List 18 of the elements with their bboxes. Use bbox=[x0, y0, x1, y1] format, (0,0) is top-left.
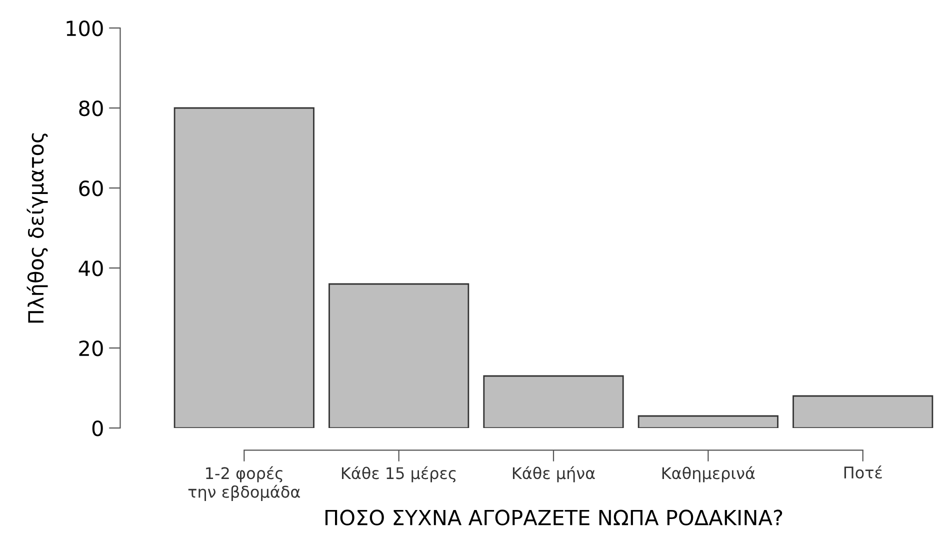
x-tick-label: Κάθε μήνα bbox=[512, 466, 595, 482]
y-axis-title: Πλήθος δείγματος bbox=[26, 133, 48, 323]
y-tick-label: 40 bbox=[78, 260, 103, 276]
x-tick-label: 1-2 φορές την εβδομάδα bbox=[188, 466, 300, 501]
x-axis-title: ΠΟΣΟ ΣΥΧΝΑ ΑΓΟΡΑΖΕΤΕ ΝΩΠΑ ΡΟΔΑΚΙΝΑ? bbox=[325, 510, 782, 526]
x-tick-label: Ποτέ bbox=[844, 466, 882, 479]
bar bbox=[638, 415, 778, 428]
x-tick-label: Κάθε 15 μέρες bbox=[342, 466, 456, 482]
x-tick-label: Καθημερινά bbox=[662, 466, 755, 482]
y-tick-label: 20 bbox=[79, 340, 103, 356]
bar bbox=[174, 107, 314, 428]
y-tick-label: 80 bbox=[79, 100, 103, 116]
y-tick-label: 0 bbox=[92, 420, 103, 436]
bar bbox=[792, 395, 934, 428]
y-tick-label: 100 bbox=[66, 20, 103, 36]
y-tick-label: 60 bbox=[79, 180, 103, 196]
bar bbox=[328, 283, 470, 428]
bar bbox=[483, 375, 624, 428]
